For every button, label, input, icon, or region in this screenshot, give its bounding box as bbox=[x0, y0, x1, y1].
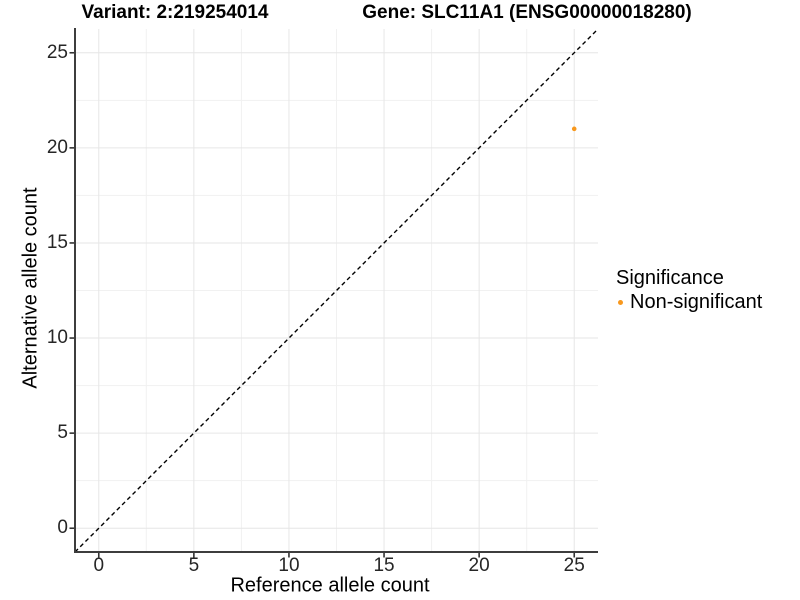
legend-entry-label: Non-significant bbox=[630, 290, 763, 313]
legend-point-icon bbox=[618, 299, 623, 305]
x-tick-label: 5 bbox=[188, 555, 200, 576]
x-axis-title: Reference allele count bbox=[230, 574, 430, 597]
legend: Significance Non-significant bbox=[612, 266, 762, 314]
y-tick-label: 5 bbox=[57, 422, 68, 444]
x-tick-label: 10 bbox=[278, 555, 300, 576]
identity-dashed-line bbox=[74, 28, 599, 553]
y-tick-label: 10 bbox=[46, 327, 68, 349]
legend-title: Significance bbox=[616, 267, 724, 289]
plot-title-gene: Gene: SLC11A1 (ENSG00000018280) bbox=[362, 2, 692, 23]
x-tick-label: 20 bbox=[468, 555, 490, 576]
y-tick-label: 25 bbox=[46, 41, 68, 63]
x-tick-label: 25 bbox=[563, 555, 585, 576]
data-point bbox=[571, 126, 577, 132]
x-tick-label: 15 bbox=[373, 555, 395, 576]
y-tick-label: 0 bbox=[57, 517, 68, 539]
y-axis-title: Alternative allele count bbox=[19, 187, 42, 389]
y-tick-label: 20 bbox=[46, 136, 68, 158]
x-tick-label: 0 bbox=[93, 555, 105, 576]
y-tick-label: 15 bbox=[46, 231, 68, 253]
plot-title-variant: Variant: 2:219254014 bbox=[81, 2, 269, 23]
legend-entry: Non-significant bbox=[612, 290, 762, 314]
